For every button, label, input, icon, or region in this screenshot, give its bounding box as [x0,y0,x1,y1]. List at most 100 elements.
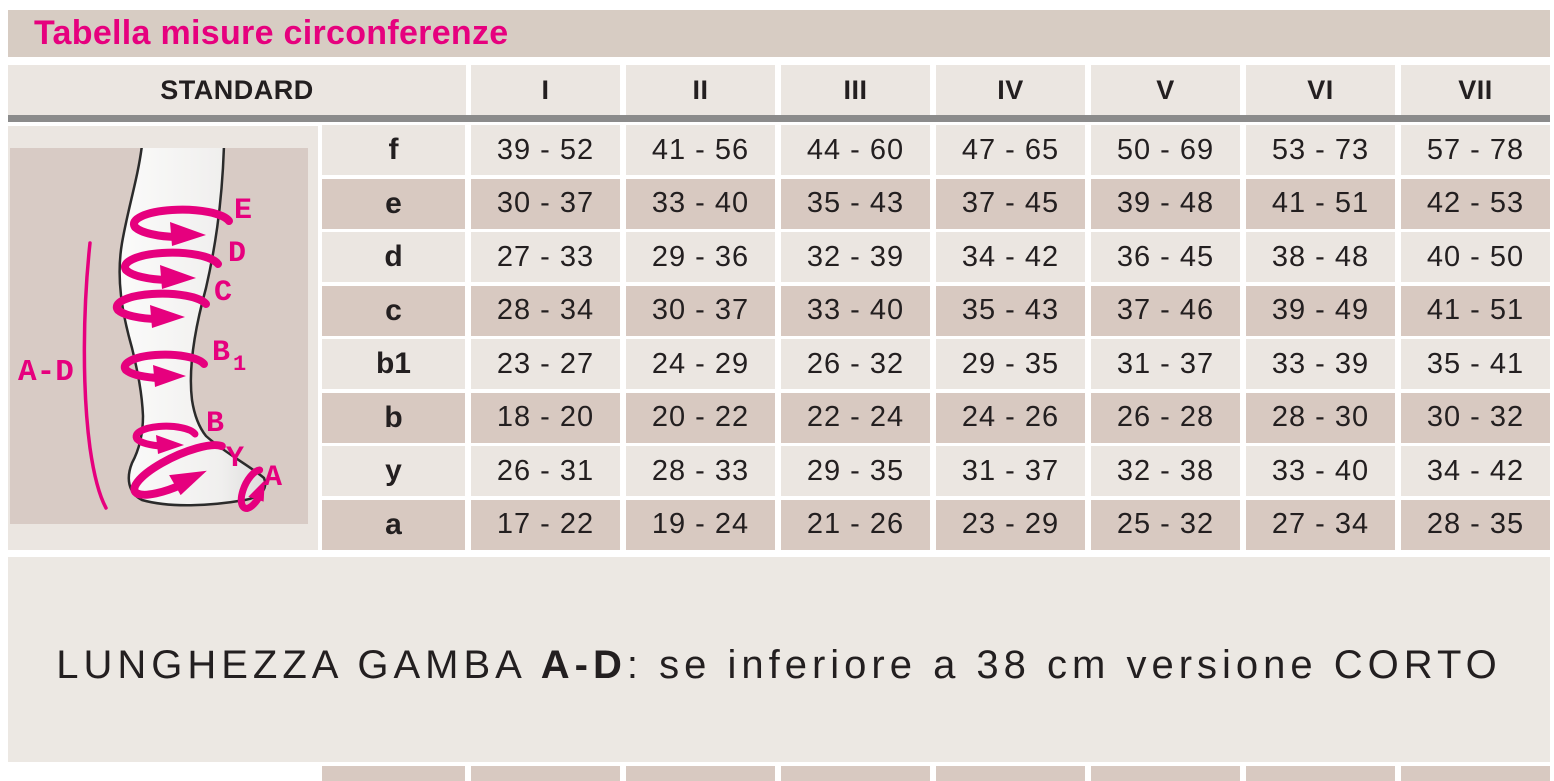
leg-measurement-illustration: A-D E D [18,148,282,512]
title-bar: Tabella misure circonferenze [8,10,1550,57]
point-label-y: Y [226,442,244,476]
note-suffix: : se inferiore a 38 cm versione CORTO [626,643,1502,687]
cell-b1-VI: 33 - 39 [1246,339,1395,389]
point-label-b1-sub: 1 [233,352,246,377]
partial-row-cell [471,766,620,781]
cell-e-VII: 42 - 53 [1401,178,1550,229]
column-header-III: III [781,65,930,115]
cell-e-III: 35 - 43 [781,178,930,229]
measure-loop-y: Y [130,441,244,499]
measure-loop-e: E [129,194,252,246]
cell-c-V: 37 - 46 [1091,285,1240,336]
cell-c-III: 33 - 40 [781,285,930,336]
cell-y-VII: 34 - 42 [1401,446,1550,496]
measure-loop-b1: B 1 [120,336,246,387]
header-divider [8,115,1550,122]
cell-b-I: 18 - 20 [471,392,620,443]
cell-b-V: 26 - 28 [1091,392,1240,443]
arrow-icon [170,222,206,246]
cell-f-III: 44 - 60 [781,125,930,175]
cell-d-VI: 38 - 48 [1246,232,1395,282]
row-label-f: f [322,125,465,175]
cell-a-I: 17 - 22 [471,499,620,550]
arrow-icon [169,470,207,496]
cell-b1-I: 23 - 27 [471,339,620,389]
cell-a-VII: 28 - 35 [1401,499,1550,550]
measure-loop-a: A [237,461,282,512]
partial-row-cell [1091,766,1240,781]
leg-length-note: LUNGHEZZA GAMBA A-D: se inferiore a 38 c… [8,643,1550,688]
column-header-V: V [1091,65,1240,115]
note-prefix: LUNGHEZZA GAMBA [56,643,541,687]
cell-a-VI: 27 - 34 [1246,499,1395,550]
cell-b-III: 22 - 24 [781,392,930,443]
point-label-b1: B [212,336,230,370]
leg-diagram: A-D E D [10,148,308,524]
cell-y-VI: 33 - 40 [1246,446,1395,496]
point-label-a: A [264,461,282,495]
cell-f-V: 50 - 69 [1091,125,1240,175]
arrow-icon [150,305,185,328]
column-header-IV: IV [936,65,1085,115]
row-label-a: a [322,499,465,550]
cell-e-VI: 41 - 51 [1246,178,1395,229]
cell-e-V: 39 - 48 [1091,178,1240,229]
cell-a-IV: 23 - 29 [936,499,1085,550]
column-header-II: II [626,65,775,115]
a-d-measure-line [82,241,108,510]
arrow-icon [156,435,184,454]
cell-c-IV: 35 - 43 [936,285,1085,336]
point-label-e: E [234,194,252,228]
point-label-d: D [228,237,246,271]
cell-d-V: 36 - 45 [1091,232,1240,282]
standard-header-cell: STANDARD [8,65,466,115]
page-title: Tabella misure circonferenze [34,14,509,52]
cell-d-I: 27 - 33 [471,232,620,282]
measure-loop-d: D [120,237,246,289]
cell-y-V: 32 - 38 [1091,446,1240,496]
cell-f-IV: 47 - 65 [936,125,1085,175]
cell-b1-IV: 29 - 35 [936,339,1085,389]
point-label-c: C [214,276,232,310]
measure-loop-b: B [132,407,224,454]
cell-c-VII: 41 - 51 [1401,285,1550,336]
arrow-icon [153,365,186,387]
cell-y-I: 26 - 31 [471,446,620,496]
cell-b-IV: 24 - 26 [936,392,1085,443]
cell-b1-II: 24 - 29 [626,339,775,389]
row-label-d: d [322,232,465,282]
arrow-icon [160,265,196,289]
row-label-b1: b1 [322,339,465,389]
column-header-VII: VII [1401,65,1550,115]
leg-diagram-panel: A-D E D [8,126,318,550]
cell-f-VII: 57 - 78 [1401,125,1550,175]
cell-c-I: 28 - 34 [471,285,620,336]
cell-f-II: 41 - 56 [626,125,775,175]
cell-e-II: 33 - 40 [626,178,775,229]
cell-e-I: 30 - 37 [471,178,620,229]
cell-b-II: 20 - 22 [626,392,775,443]
note-range: A-D [540,643,627,687]
cell-d-IV: 34 - 42 [936,232,1085,282]
partial-row-cell [322,766,465,781]
partial-row-cell [936,766,1085,781]
cell-d-II: 29 - 36 [626,232,775,282]
partial-row-cell [1401,766,1550,781]
cell-y-IV: 31 - 37 [936,446,1085,496]
cell-y-II: 28 - 33 [626,446,775,496]
cell-f-I: 39 - 52 [471,125,620,175]
row-label-c: c [322,285,465,336]
point-label-b: B [206,407,224,441]
partial-row-cell [781,766,930,781]
cell-c-VI: 39 - 49 [1246,285,1395,336]
partial-row-cell [1246,766,1395,781]
cell-b1-III: 26 - 32 [781,339,930,389]
cell-b-VI: 28 - 30 [1246,392,1395,443]
cell-f-VI: 53 - 73 [1246,125,1395,175]
arrow-icon [248,480,265,502]
cell-a-II: 19 - 24 [626,499,775,550]
cell-a-V: 25 - 32 [1091,499,1240,550]
cell-a-III: 21 - 26 [781,499,930,550]
column-header-I: I [471,65,620,115]
